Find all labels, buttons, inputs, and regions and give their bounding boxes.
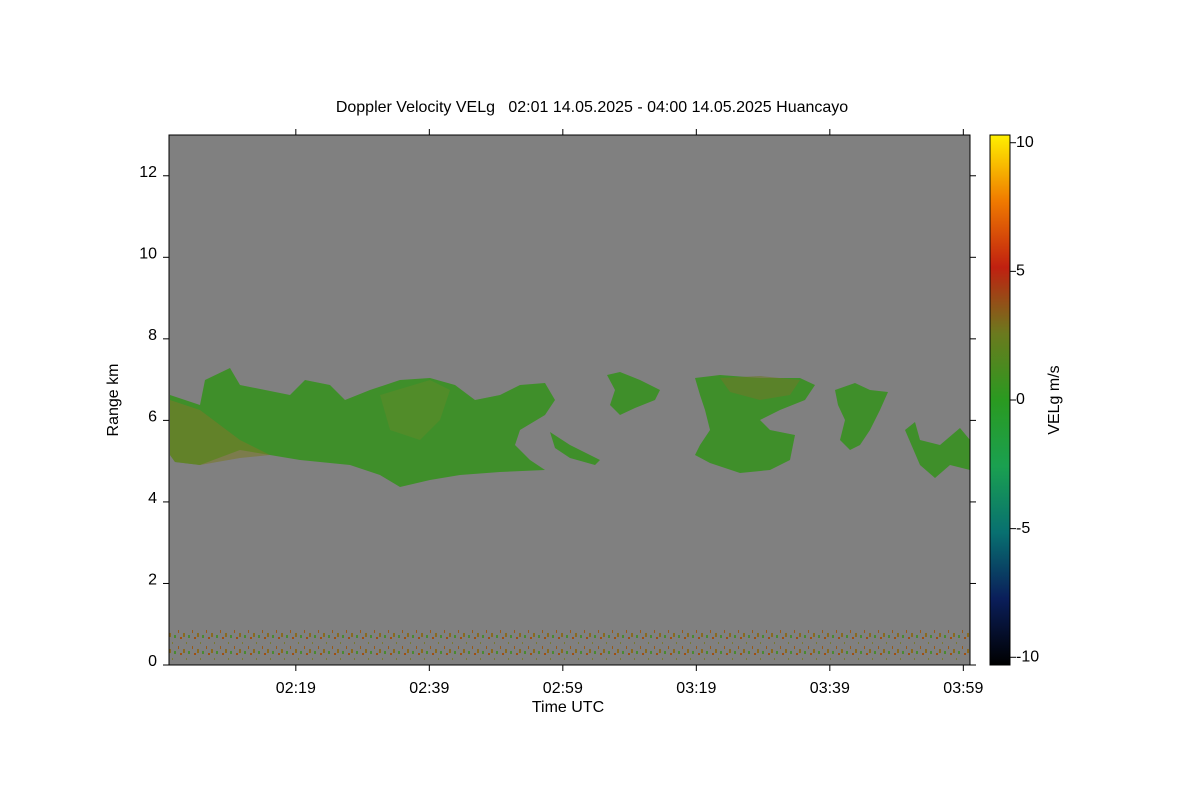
- echo-field: [169, 368, 970, 662]
- chart-title: Doppler Velocity VELg 02:01 14.05.2025 -…: [336, 99, 848, 116]
- y-tick-label: 8: [148, 327, 157, 344]
- plot-frame: [168, 134, 971, 666]
- x-axis-label: Time UTC: [532, 699, 604, 716]
- colorbar-label: VELg m/s: [1046, 365, 1063, 434]
- colorbar-tick-label: 10: [1016, 134, 1034, 151]
- y-tick-label: 10: [139, 246, 157, 263]
- x-tick-label: 03:59: [943, 680, 983, 697]
- colorbar: [989, 134, 1011, 666]
- x-tick-label: 02:19: [276, 680, 316, 697]
- y-tick-label: 12: [139, 164, 157, 181]
- colorbar-tick-label: 0: [1016, 391, 1025, 408]
- y-axis-label: Range km: [105, 364, 122, 437]
- x-tick-label: 03:19: [676, 680, 716, 697]
- colorbar-tick-label: -10: [1016, 649, 1039, 666]
- colorbar-tick-label: 5: [1016, 263, 1025, 280]
- y-tick-label: 2: [148, 572, 157, 589]
- x-tick-label: 02:39: [409, 680, 449, 697]
- x-tick-label: 02:59: [543, 680, 583, 697]
- x-tick-label: 03:39: [810, 680, 850, 697]
- y-tick-label: 6: [148, 409, 157, 426]
- colorbar-tick-label: -5: [1016, 520, 1030, 537]
- y-tick-label: 4: [148, 490, 157, 507]
- y-tick-label: 0: [148, 653, 157, 670]
